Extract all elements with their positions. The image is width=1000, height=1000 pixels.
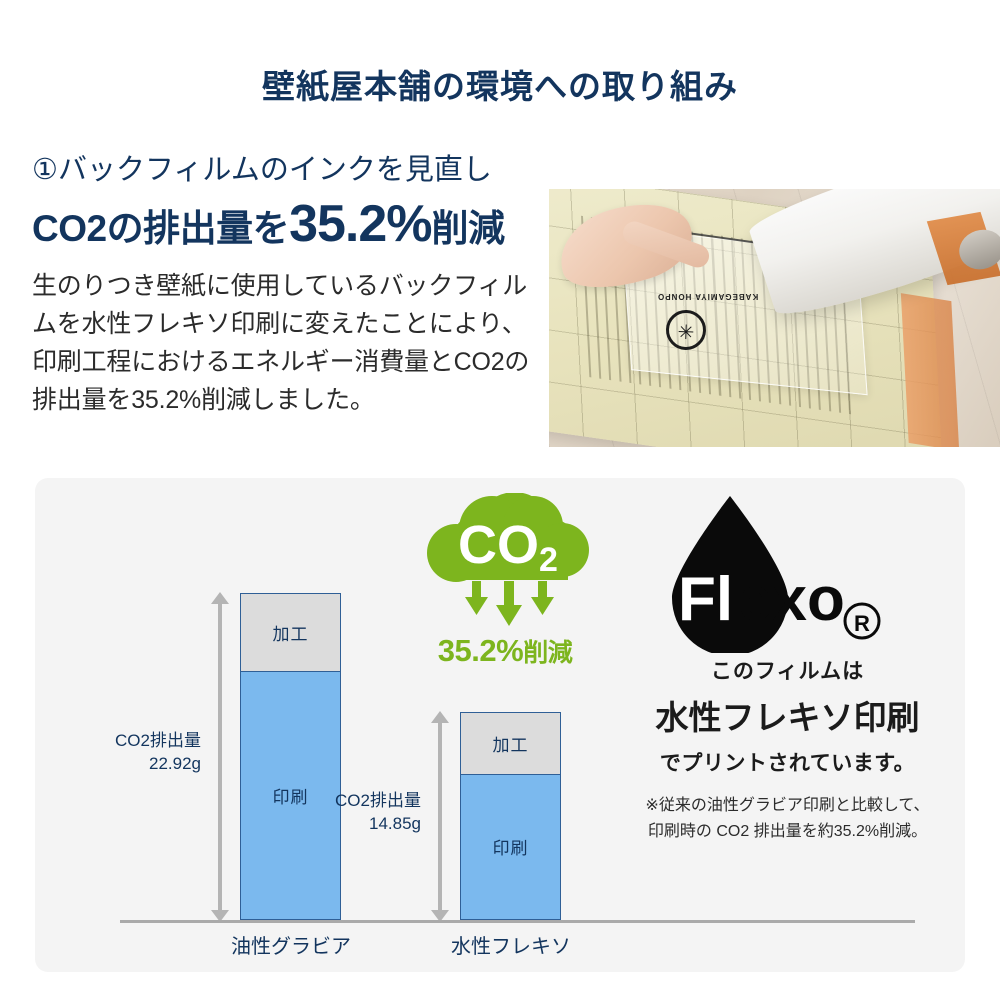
measure-arrow-down-icon-2 — [431, 910, 449, 922]
measure-arrow-up-icon-1 — [211, 592, 229, 604]
headline-suffix: 削減 — [431, 208, 506, 250]
photo-film-brand-text: KABEGAMIYA HONPO — [657, 292, 759, 302]
cloud-reduction-suffix: 削減 — [523, 639, 573, 667]
co2-bar-chart: CO2排出量 22.92g 加工 印刷 油性グラビア CO2排出量 14.85g… — [35, 478, 915, 972]
bar-1-segment-processing-label: 加工 — [272, 625, 309, 644]
measure-title-2: CO2排出量 — [335, 791, 421, 810]
bar-1-segment-printing: 印刷 — [241, 672, 340, 919]
bar-2-segment-printing: 印刷 — [461, 774, 560, 919]
co2-cloud-icon: CO2 — [427, 492, 589, 626]
lead-copy-block: ①バックフィルムのインクを見直し CO2の排出量を35.2%削減 生のりつき壁紙… — [32, 152, 542, 419]
bar-oil-gravure: 加工 印刷 — [240, 593, 341, 920]
cloud-reduction-value: 35.2% — [437, 633, 524, 668]
measure-value-1: 22.92g — [149, 753, 201, 773]
measure-label-bar-2: CO2排出量 14.85g — [293, 790, 421, 836]
flexo-footnote-line-2: 印刷時の CO2 排出量を約35.2%削減。 — [647, 823, 928, 841]
bar-2-segment-processing: 加工 — [461, 713, 560, 775]
comparison-panel: CO2排出量 22.92g 加工 印刷 油性グラビア CO2排出量 14.85g… — [35, 478, 965, 972]
page-title: 壁紙屋本舗の環境への取り組み — [262, 68, 738, 105]
measure-value-2: 14.85g — [369, 813, 421, 833]
category-label-oil-gravure: 油性グラビア — [231, 936, 351, 958]
headline-percent: 35.2% — [289, 195, 432, 254]
chart-baseline — [120, 920, 915, 923]
flexo-droplet-icon: Fl exo R — [672, 496, 881, 656]
lead-headline: CO2の排出量を35.2%削減 — [32, 196, 542, 253]
flexo-logo-text-dark: exo — [738, 565, 845, 634]
measure-arrow-bar-1 — [211, 592, 229, 922]
co2-reduction-callout: CO2 35.2%削減 — [390, 492, 620, 693]
category-label-water-flexo: 水性フレキソ — [451, 936, 571, 958]
flexo-caption-line-3: でプリントされています。 — [659, 752, 916, 775]
headline-prefix: CO2の排出量を — [32, 208, 290, 250]
bar-2-segment-processing-label: 加工 — [492, 735, 529, 755]
lead-line-1: ①バックフィルムのインクを見直し — [32, 154, 492, 186]
bar-water-flexo: 加工 印刷 — [460, 712, 561, 920]
cloud-reduction-label: 35.2%削減 — [390, 633, 620, 669]
measure-arrow-stem-1 — [218, 602, 222, 912]
registered-trademark-icon: R — [843, 602, 881, 640]
flexo-footnote: ※従来の油性グラビア印刷と比較して、 印刷時の CO2 排出量を約35.2%削減… — [610, 793, 965, 846]
measure-label-bar-1: CO2排出量 22.92g — [73, 730, 201, 776]
flexo-footnote-line-1: ※従来の油性グラビア印刷と比較して、 — [645, 797, 930, 814]
photo-orange-edge — [901, 293, 960, 447]
bar-1-segment-printing-label: 印刷 — [272, 788, 309, 807]
measure-arrow-up-icon-2 — [431, 711, 449, 723]
flexo-info-block: Fl exo R このフィルムは 水性フレキソ印刷 でプリントされています。 ※… — [610, 488, 965, 846]
measure-arrow-bar-2 — [431, 711, 449, 922]
flexo-caption-line-2: 水性フレキソ印刷 — [655, 699, 920, 736]
bar-2-segment-printing-label: 印刷 — [492, 839, 529, 859]
wallpaper-film-photo: KABEGAMIYA HONPO — [549, 189, 1000, 447]
measure-arrow-stem-2 — [438, 721, 442, 912]
bar-1-segment-processing: 加工 — [241, 594, 340, 672]
flexo-logo-text-light: Fl — [678, 565, 733, 634]
flexo-caption-line-1: このフィルムは — [710, 660, 865, 683]
measure-title-1: CO2排出量 — [115, 731, 201, 750]
flexo-logo: Fl exo R — [610, 488, 965, 656]
lead-body-text: 生のりつき壁紙に使用しているバックフィルムを水性フレキソ印刷に変えたことにより、… — [32, 272, 530, 415]
svg-text:R: R — [854, 611, 870, 636]
measure-arrow-down-icon-1 — [211, 910, 229, 922]
